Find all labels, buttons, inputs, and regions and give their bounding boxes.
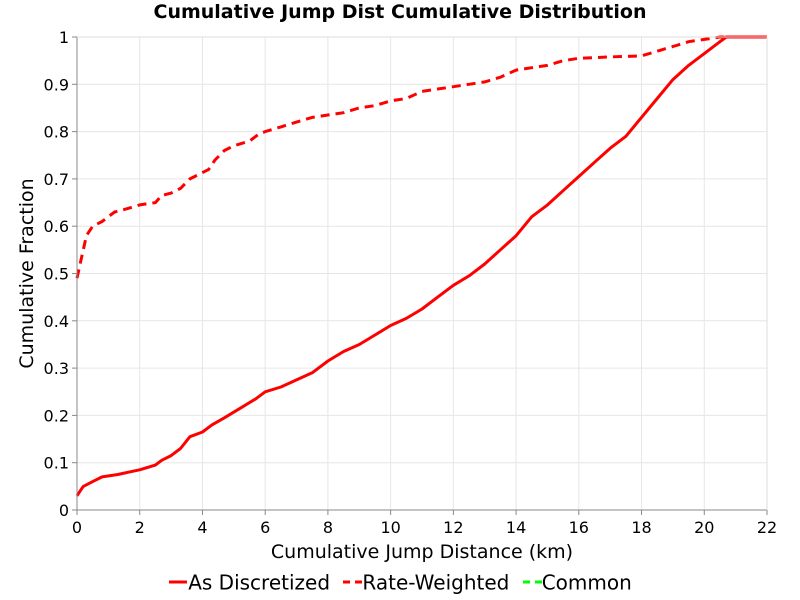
legend-label: As Discretized — [188, 570, 331, 595]
legend-label: Rate-Weighted — [362, 570, 510, 595]
y-tick-label: 0 — [59, 501, 69, 520]
x-tick-label: 16 — [569, 518, 589, 537]
x-tick-label: 20 — [694, 518, 714, 537]
x-tick-label: 0 — [72, 518, 82, 537]
x-tick-label: 4 — [197, 518, 207, 537]
x-axis-label: Cumulative Jump Distance (km) — [271, 541, 573, 563]
legend-item-as-discretized: As Discretized — [168, 569, 331, 595]
tick-labels: 0 2 4 6 8 10 12 14 16 18 20 22 0 0.1 0.2 0.3 0.4 0.5 0.6 0.… — [44, 28, 778, 537]
x-tick-label: 12 — [443, 518, 463, 537]
x-tick-label: 18 — [631, 518, 651, 537]
chart-title: Cumulative Jump Dist Cumulative Distribu… — [153, 1, 647, 23]
legend-item-common: Common — [522, 569, 632, 595]
x-tick-label: 22 — [757, 518, 777, 537]
y-tick-label: 0.9 — [44, 75, 69, 94]
legend: As Discretized Rate-Weighted Common — [0, 568, 800, 594]
legend-label: Common — [541, 570, 632, 595]
series-line-as-discretized — [75, 35, 767, 497]
x-tick-label: 6 — [260, 518, 270, 537]
y-tick-label: 0.5 — [44, 265, 69, 284]
x-tick-label: 8 — [323, 518, 333, 537]
y-tick-label: 0.4 — [44, 312, 69, 331]
series-layer — [75, 35, 767, 497]
legend-swatch-dashed — [343, 580, 363, 584]
x-tick-label: 14 — [506, 518, 526, 537]
legend-swatch-solid — [169, 580, 188, 584]
axes — [72, 36, 768, 515]
y-axis-label: Cumulative Fraction — [16, 178, 38, 368]
y-tick-label: 0.8 — [44, 123, 69, 142]
legend-swatch-dashed — [522, 580, 542, 584]
y-tick-label: 0.3 — [44, 359, 69, 378]
y-tick-label: 0.7 — [44, 170, 69, 189]
y-tick-label: 0.1 — [44, 454, 69, 473]
legend-item-rate-weighted: Rate-Weighted — [342, 569, 510, 595]
y-tick-label: 0.6 — [44, 217, 69, 236]
y-tick-label: 0.2 — [44, 406, 69, 425]
y-tick-label: 1 — [59, 28, 69, 47]
x-tick-label: 2 — [135, 518, 145, 537]
x-tick-label: 10 — [380, 518, 400, 537]
